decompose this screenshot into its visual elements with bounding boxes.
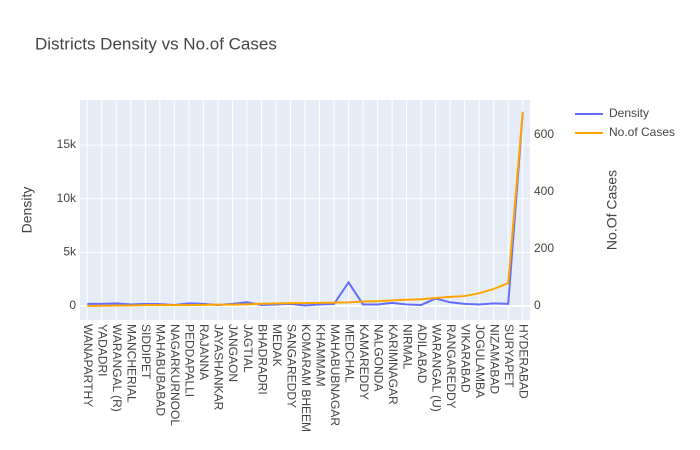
y2-tick-label: 0 xyxy=(534,298,541,312)
x-tick-label: MAHABUBABAD xyxy=(154,324,168,416)
y-tick-label: 5k xyxy=(63,245,77,259)
y2-tick-label: 400 xyxy=(534,184,554,198)
x-tick-label: NIZAMABAD xyxy=(488,324,502,394)
x-tick-label: PEDDAPALLI xyxy=(183,324,197,397)
x-tick-label: JAGTIAL xyxy=(241,324,255,373)
x-tick-label: SURYAPET xyxy=(502,324,516,388)
x-tick-label: NIRMAL xyxy=(400,324,414,370)
x-tick-label: JANGAON xyxy=(226,324,240,382)
x-tick-label: MEDAK xyxy=(270,324,284,367)
y-tick-label: 0 xyxy=(69,298,76,312)
chart-title: Districts Density vs No.of Cases xyxy=(35,34,277,53)
x-tick-label: MAHABUBNAGAR xyxy=(328,324,342,426)
x-tick-label: RAJANNA xyxy=(197,324,211,380)
legend-label: No.of Cases xyxy=(609,125,675,139)
x-tick-label: KHAMMAM xyxy=(313,324,327,387)
y2-axis-title: No.Of Cases xyxy=(604,170,620,250)
y-tick-label: 10k xyxy=(57,191,77,205)
x-tick-label: HYDERABAD xyxy=(517,324,531,399)
y-axis-title: Density xyxy=(19,187,35,234)
x-tick-label: RANGAREDDY xyxy=(444,324,458,409)
x-tick-label: WARANGAL (R) xyxy=(110,324,124,412)
y2-tick-label: 200 xyxy=(534,241,554,255)
x-tick-label: MEDCHAL xyxy=(342,324,356,383)
data-line xyxy=(87,111,524,308)
x-tick-label: JOGULAMBA xyxy=(473,324,487,398)
x-tick-label: KAMAREDDY xyxy=(357,324,371,400)
x-tick-label: KOMARAM BHEEM xyxy=(299,324,313,432)
x-tick-label: VIKARABAD xyxy=(459,324,473,393)
x-tick-label: NAGARKURNOOL xyxy=(168,324,182,426)
data-line xyxy=(87,112,524,307)
x-tick-label: KARIMNAGAR xyxy=(386,324,400,405)
x-tick-label: WARANGAL (U) xyxy=(429,324,443,412)
x-tick-label: NALGONDA xyxy=(371,324,385,391)
x-tick-label: JAYASHANKAR xyxy=(212,324,226,411)
x-tick-label: YADADRI xyxy=(96,324,110,376)
x-tick-label: MANCHERIAL xyxy=(125,324,139,403)
x-tick-label: BHADRADRI xyxy=(255,324,269,395)
y2-tick-label: 600 xyxy=(534,127,554,141)
legend-label: Density xyxy=(609,106,649,120)
x-tick-label: WANAPARTHY xyxy=(81,324,95,407)
y-tick-label: 15k xyxy=(57,137,77,151)
x-tick-label: ADILABAD xyxy=(415,324,429,384)
x-tick-label: SIDDIPET xyxy=(139,324,153,380)
x-tick-label: SANGAREDDY xyxy=(284,324,298,408)
